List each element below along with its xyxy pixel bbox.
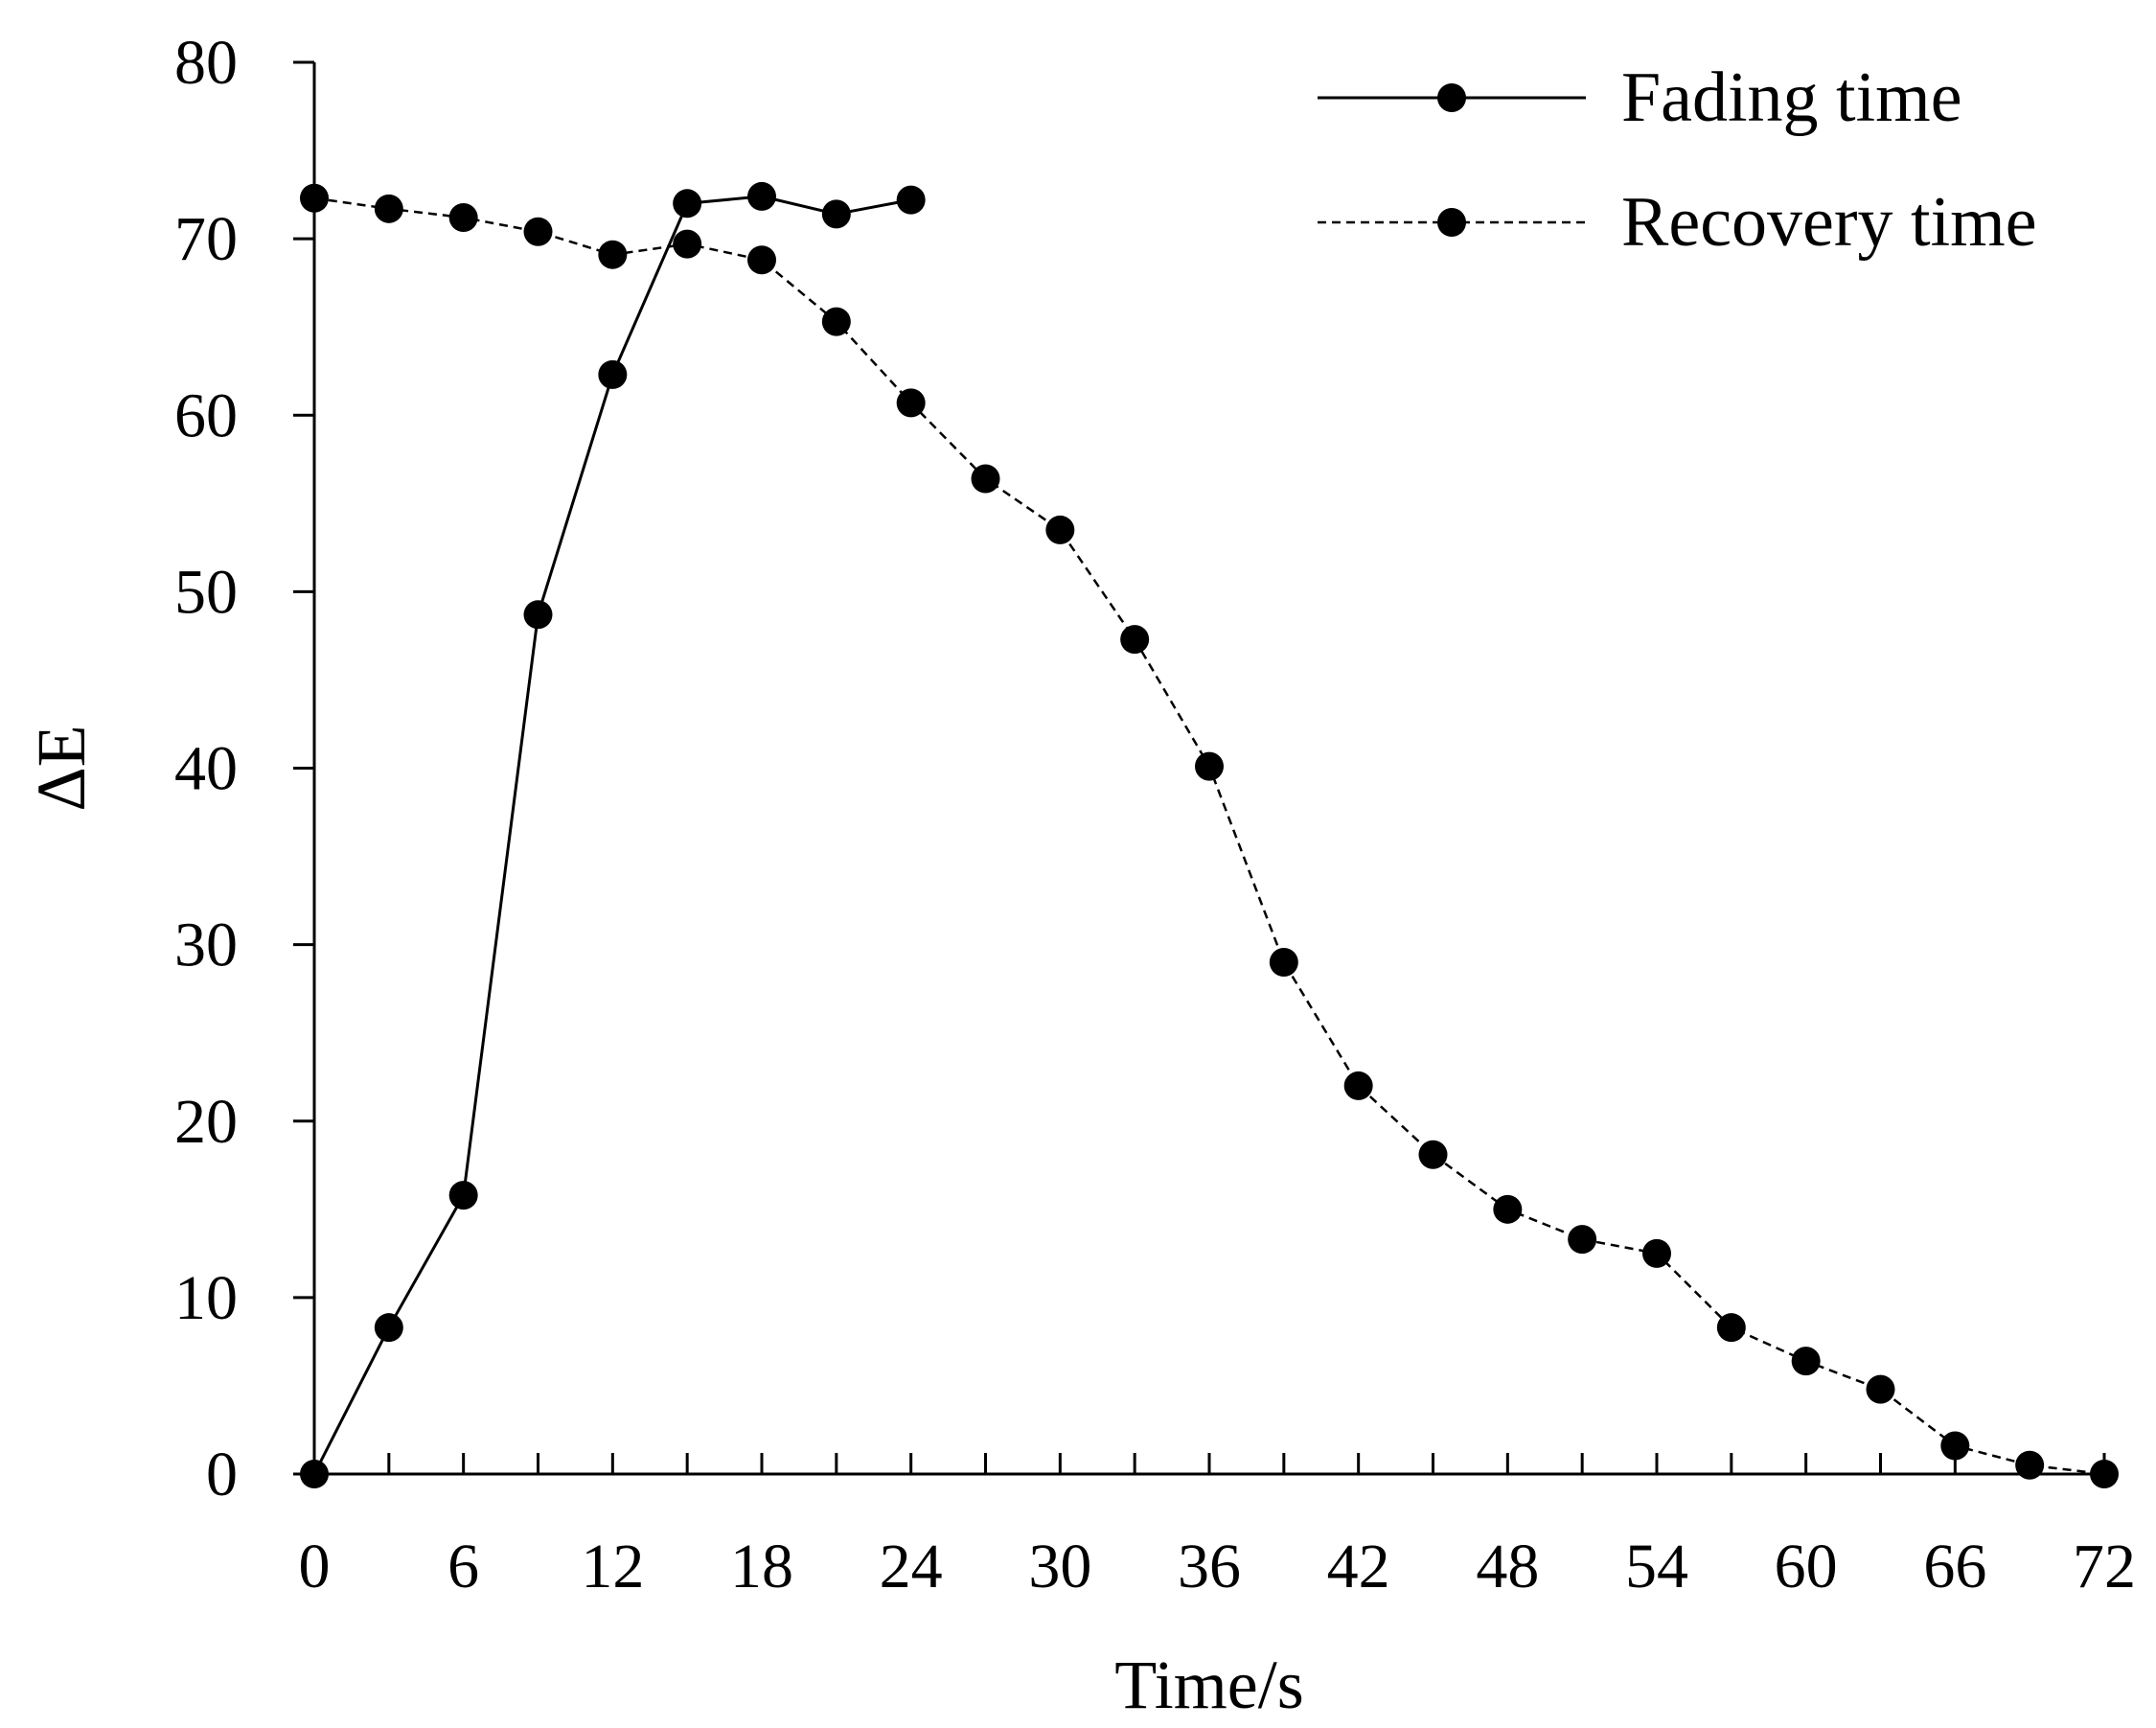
x-tick-label: 18 <box>730 1532 793 1601</box>
data-point <box>523 217 553 246</box>
legend-marker <box>1437 208 1466 237</box>
x-tick-label: 0 <box>299 1532 331 1601</box>
data-point <box>1568 1225 1597 1255</box>
data-point <box>1120 625 1150 655</box>
y-tick-label: 30 <box>174 910 238 980</box>
data-point <box>971 464 1000 494</box>
data-point <box>1269 948 1298 978</box>
data-point <box>1418 1140 1448 1169</box>
data-point <box>523 600 553 630</box>
data-point <box>1791 1347 1821 1376</box>
legend: Fading time Recovery time <box>1318 58 2037 262</box>
data-point <box>673 189 702 219</box>
legend-label: Recovery time <box>1621 183 2037 262</box>
legend-label: Fading time <box>1621 58 1962 137</box>
data-point <box>448 203 478 233</box>
data-point <box>1195 751 1224 781</box>
data-point <box>1642 1238 1671 1268</box>
x-tick-label: 66 <box>1923 1532 1986 1601</box>
data-point <box>747 245 776 275</box>
x-tick-label: 42 <box>1327 1532 1390 1601</box>
y-tick-label: 40 <box>174 734 238 804</box>
y-tick-label: 10 <box>174 1263 238 1333</box>
data-point <box>374 1313 403 1343</box>
ticks: 0 10 20 30 40 50 60 70 80 0 6 12 18 24 30 36 42 48 54 60 66 7… <box>174 28 2136 1601</box>
data-point <box>896 388 926 418</box>
data-point <box>821 199 851 229</box>
data-point <box>1493 1194 1523 1224</box>
series-layer <box>300 181 2119 1488</box>
x-tick-label: 30 <box>1028 1532 1091 1601</box>
x-tick-label: 60 <box>1775 1532 1838 1601</box>
legend-marker <box>1437 83 1466 112</box>
series-recovery-time <box>300 183 2119 1488</box>
series-line <box>313 196 2105 1476</box>
x-tick-label: 48 <box>1476 1532 1539 1601</box>
data-point <box>374 194 403 223</box>
data-point <box>2015 1450 2045 1480</box>
data-point <box>2090 1460 2119 1488</box>
data-point <box>598 359 628 389</box>
data-point <box>448 1181 478 1210</box>
series-fading-time <box>300 181 926 1488</box>
x-axis-title: Time/s <box>1114 1647 1303 1723</box>
data-point <box>896 185 926 215</box>
x-tick-label: 12 <box>581 1532 644 1601</box>
data-point <box>300 183 329 213</box>
data-point <box>1940 1431 1970 1461</box>
x-tick-label: 24 <box>880 1532 943 1601</box>
y-axis-title: ΔE <box>23 725 100 811</box>
y-tick-label: 60 <box>174 380 238 450</box>
data-point <box>673 229 702 259</box>
y-tick-label: 70 <box>174 204 238 274</box>
data-point <box>1343 1071 1373 1100</box>
data-point <box>300 1460 329 1488</box>
data-point <box>1045 515 1075 544</box>
data-point <box>747 181 776 211</box>
y-tick-label: 80 <box>174 28 238 98</box>
x-tick-label: 36 <box>1178 1532 1241 1601</box>
legend-item: Fading time <box>1318 58 1962 137</box>
data-point <box>1866 1374 1895 1404</box>
y-tick-label: 0 <box>206 1440 238 1509</box>
data-point <box>1716 1313 1746 1343</box>
x-tick-label: 54 <box>1625 1532 1688 1601</box>
x-tick-label: 72 <box>2073 1532 2136 1601</box>
y-tick-label: 20 <box>174 1087 238 1157</box>
data-point <box>821 307 851 336</box>
x-tick-label: 6 <box>447 1532 479 1601</box>
data-point <box>598 240 628 269</box>
y-tick-label: 50 <box>174 557 238 627</box>
legend-item: Recovery time <box>1318 183 2037 262</box>
